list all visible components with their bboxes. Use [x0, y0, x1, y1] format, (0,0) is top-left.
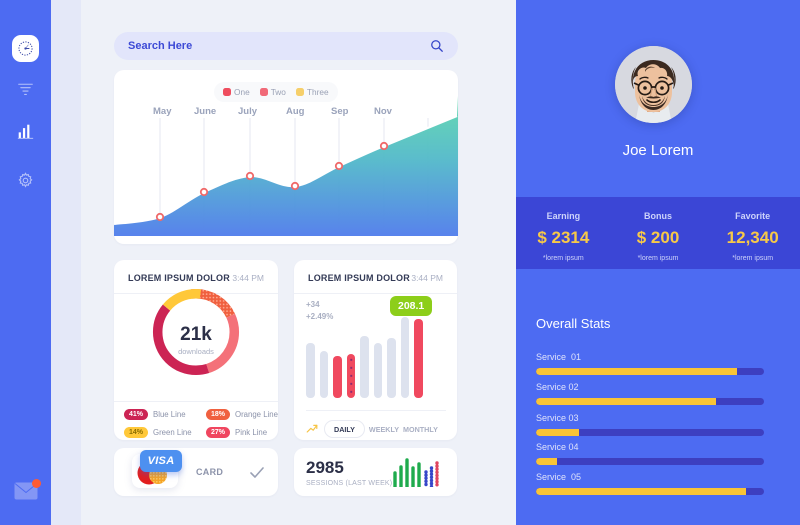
svg-text:May: May [153, 106, 172, 117]
svg-text:July: July [238, 106, 258, 117]
svg-text:Aug: Aug [286, 106, 305, 117]
svg-text:June: June [194, 106, 216, 117]
svg-text:Nov: Nov [374, 106, 393, 117]
svg-text:Sep: Sep [331, 106, 349, 117]
